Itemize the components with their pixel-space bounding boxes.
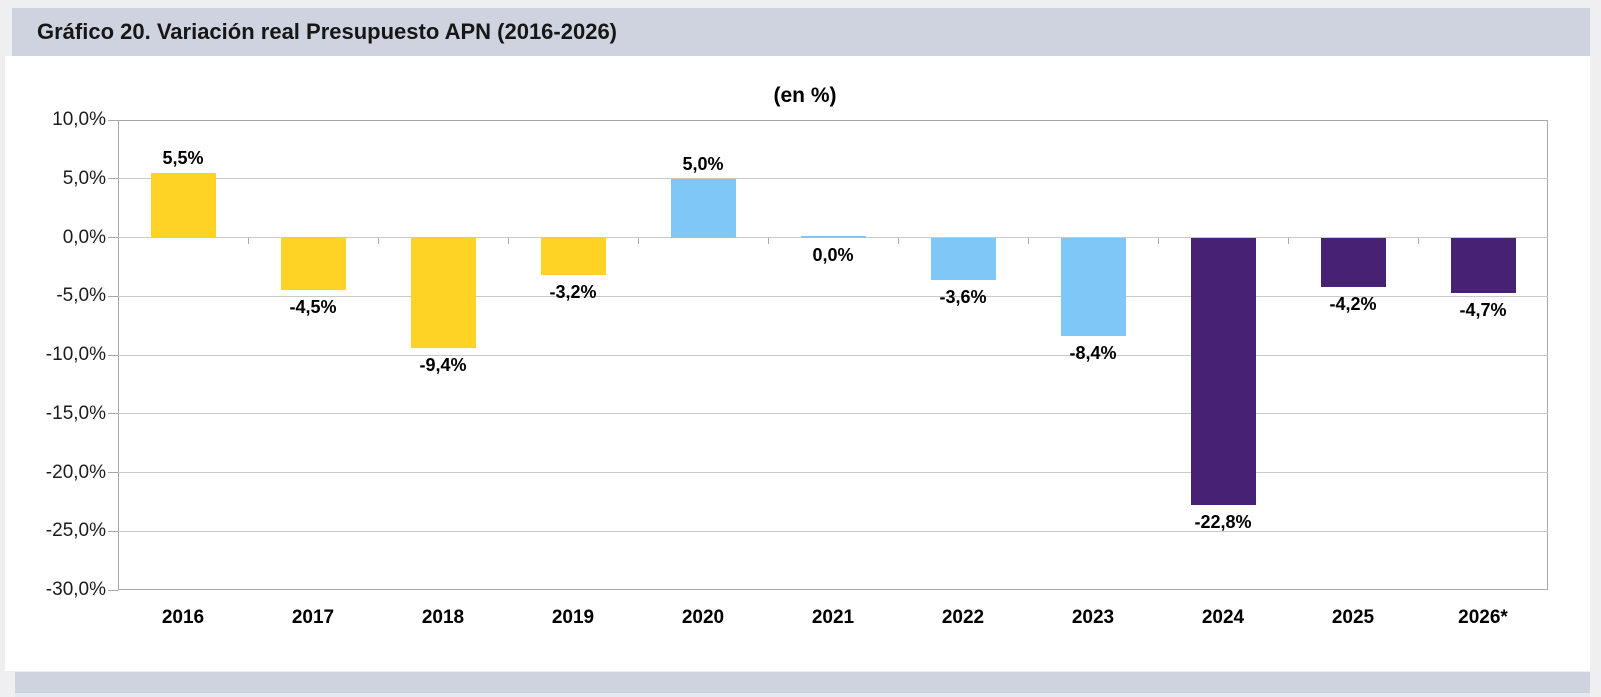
y-axis-label: -30,0% [45,579,106,600]
bar-2016 [150,172,216,238]
value-label-2020: 5,0% [682,153,724,174]
x-axis-tick [247,237,249,244]
x-axis-tick [897,237,899,244]
y-axis-tick [108,178,118,180]
value-label-2017: -4,5% [289,297,337,318]
y-axis-tick [108,530,118,532]
bar-2024 [1190,237,1256,506]
x-axis-tick [377,237,379,244]
x-axis-tick [637,237,639,244]
x-axis-label-2016: 2016 [161,607,205,628]
bottom-band [15,672,1590,693]
y-axis-label: 5,0% [62,167,106,189]
bar-2023 [1060,237,1126,337]
y-axis-tick [108,589,118,591]
gridline [118,237,1548,238]
gridline [118,472,1548,473]
x-axis-tick [507,237,509,244]
x-axis-label-2022: 2022 [941,607,985,628]
y-axis-tick [108,413,118,415]
x-axis-tick [1287,237,1289,244]
gridline [118,354,1548,356]
x-axis-label-2025: 2025 [1331,607,1375,628]
chart-title: Gráfico 20. Variación real Presupuesto A… [37,19,618,44]
value-label-2019: -3,2% [549,282,597,303]
value-label-2016: 5,5% [162,147,204,168]
x-axis-tick [1027,237,1029,244]
bar-2026* [1450,237,1516,293]
bar-2021 [800,235,866,238]
value-label-2025: -4,2% [1329,293,1377,314]
y-axis-label: -15,0% [45,402,106,424]
bar-2018 [410,237,476,348]
x-axis-tick [1157,237,1159,244]
x-axis-label-2024: 2024 [1201,607,1245,628]
bar-2017 [280,237,346,291]
value-label-2021: 0,0% [812,244,854,265]
bottom-strip [15,693,1590,697]
gridline [118,413,1548,415]
value-label-2023: -8,4% [1069,343,1117,364]
x-axis-label-2026*: 2026* [1458,607,1508,628]
y-axis-tick [108,119,118,121]
y-axis-label: -10,0% [45,344,106,365]
x-axis-label-2021: 2021 [811,607,855,628]
value-label-2018: -9,4% [419,354,467,375]
value-label-2024: -22,8% [1194,512,1252,533]
gridline [118,178,1548,180]
chart-subtitle: (en %) [773,84,837,107]
x-axis-tick [767,237,769,244]
value-label-2022: -3,6% [939,286,987,307]
bar-2022 [930,237,996,280]
bar-2025 [1320,237,1386,287]
x-axis-label-2019: 2019 [551,607,595,628]
x-axis-label-2020: 2020 [681,607,725,628]
y-axis-label: 10,0% [52,109,106,130]
y-axis-label: -5,0% [56,285,106,307]
bar-2020 [670,178,736,238]
y-axis-label: 0,0% [62,226,106,248]
title-band: Gráfico 20. Variación real Presupuesto A… [12,8,1590,56]
y-axis-label: -25,0% [45,520,106,542]
y-axis-tick [108,295,118,297]
gridline [118,295,1548,297]
y-axis-tick [108,354,118,356]
x-axis-label-2018: 2018 [421,607,465,628]
bar-2019 [540,237,606,276]
x-axis-label-2017: 2017 [291,607,335,628]
y-axis-label: -20,0% [45,461,106,483]
y-axis-tick [108,237,118,238]
gridline [118,530,1548,532]
value-label-2026*: -4,7% [1459,299,1507,320]
x-axis-tick [1417,237,1419,244]
y-axis-tick [108,472,118,473]
x-axis-label-2023: 2023 [1071,607,1115,628]
